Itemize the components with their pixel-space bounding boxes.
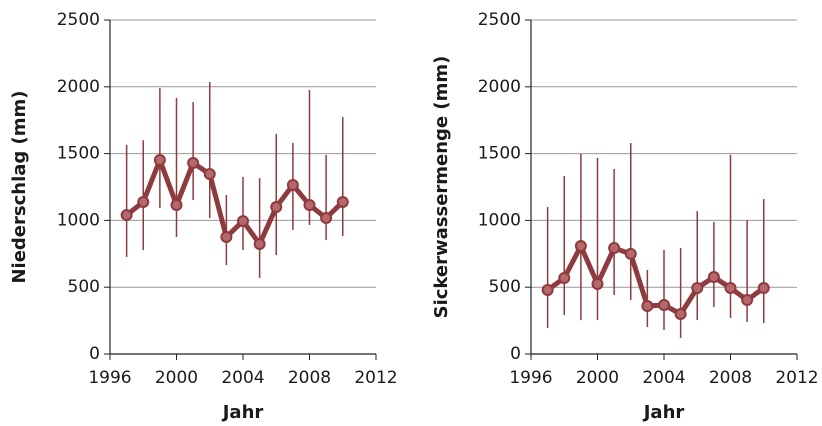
y-tick-label: 500: [68, 277, 100, 297]
x-tick-label: 2012: [354, 368, 397, 388]
y-tick-label: 2500: [57, 10, 100, 30]
y-tick-label: 1500: [57, 144, 100, 164]
y-tick-label: 1000: [57, 210, 100, 230]
x-tick-label: 2004: [642, 368, 685, 388]
point: [187, 156, 200, 169]
x-tick-label: 2000: [576, 368, 619, 388]
point: [641, 300, 654, 313]
point: [658, 298, 670, 311]
point: [541, 284, 554, 297]
y-tick-label: 500: [489, 277, 521, 297]
point: [237, 215, 249, 228]
point: [558, 271, 571, 284]
point: [608, 242, 621, 255]
x-tick-label: 1996: [509, 368, 552, 388]
x-axis-label: Jahr: [221, 402, 264, 423]
point: [674, 308, 687, 321]
y-tick-label: 0: [510, 344, 521, 364]
point: [153, 154, 166, 167]
y-tick-label: 1000: [478, 210, 521, 230]
point: [220, 230, 233, 243]
point: [707, 271, 720, 284]
point: [270, 201, 283, 214]
point: [724, 282, 737, 295]
point: [336, 195, 349, 208]
x-tick-label: 2012: [775, 368, 818, 388]
point: [253, 238, 266, 251]
y-tick-label: 2000: [57, 77, 100, 97]
point: [757, 282, 770, 295]
point: [624, 247, 637, 260]
point: [303, 199, 316, 212]
y-axis-label: Sickerwassermenge (mm): [431, 56, 452, 319]
x-tick-label: 2004: [221, 368, 264, 388]
x-tick-label: 2000: [155, 368, 198, 388]
y-axis-label: Niederschlag (mm): [9, 90, 30, 283]
y-tick-label: 2500: [478, 10, 521, 30]
point: [170, 199, 183, 212]
x-tick-label: 1996: [88, 368, 131, 388]
point: [286, 178, 299, 191]
x-tick-label: 2008: [288, 368, 331, 388]
point: [574, 240, 587, 253]
point: [137, 195, 150, 208]
y-tick-label: 1500: [478, 144, 521, 164]
line: [546, 243, 766, 317]
y-tick-label: 0: [89, 344, 100, 364]
point: [591, 277, 604, 290]
point: [741, 294, 754, 307]
point: [203, 168, 216, 181]
point: [120, 209, 133, 222]
x-axis-label: Jahr: [642, 402, 685, 423]
point: [691, 282, 704, 295]
point: [320, 211, 333, 224]
x-tick-label: 2008: [709, 368, 752, 388]
y-tick-label: 2000: [478, 77, 521, 97]
